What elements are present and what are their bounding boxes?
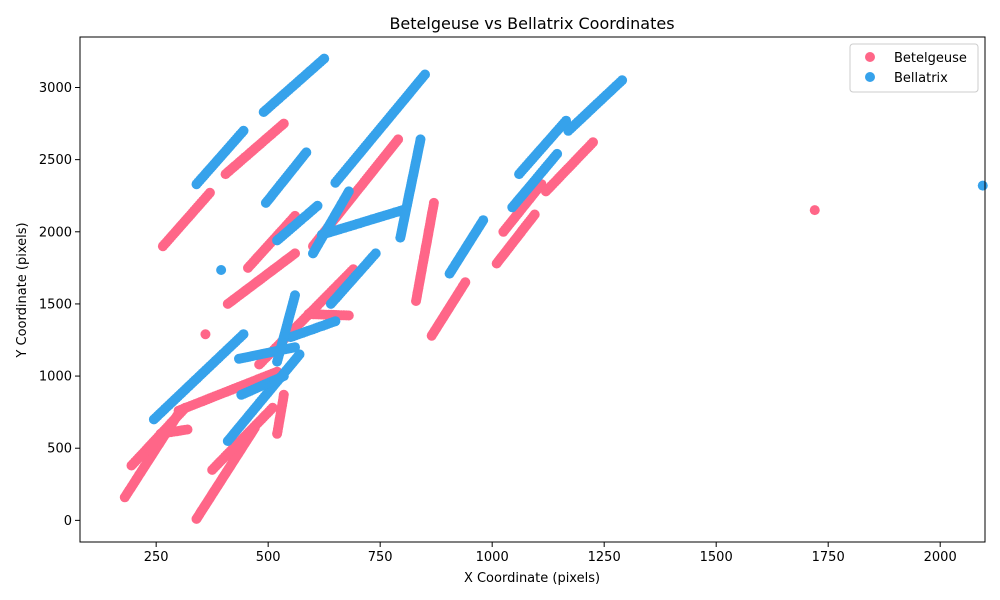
betelgeuse-point [809, 205, 820, 216]
betelgeuse-point [393, 134, 404, 145]
bellatrix-point [290, 342, 300, 353]
legend-label-betelgeuse: Betelgeuse [894, 51, 967, 66]
betelgeuse-point [428, 197, 439, 208]
betelgeuse-point [460, 277, 471, 288]
x-tick-label: 1500 [700, 550, 733, 565]
bellatrix-point [238, 125, 249, 136]
legend-box [849, 43, 979, 93]
bellatrix-point [552, 148, 563, 159]
y-tick-label: 1500 [39, 297, 72, 312]
betelgeuse-point [343, 310, 354, 321]
bellatrix-point [561, 115, 572, 126]
bellatrix-point [370, 248, 381, 259]
legend-marker-bellatrix [865, 72, 875, 82]
bellatrix-point [216, 265, 227, 276]
betelgeuse-point [267, 402, 278, 413]
betelgeuse-point [588, 137, 598, 148]
bellatrix-point [278, 371, 289, 382]
y-tick-label: 2000 [39, 225, 72, 240]
x-tick-label: 1000 [476, 550, 509, 565]
y-tick-label: 500 [47, 442, 72, 457]
x-tick-label: 1750 [812, 550, 845, 565]
betelgeuse-point [278, 118, 289, 129]
bellatrix-point [415, 134, 426, 145]
bellatrix-point [301, 147, 312, 158]
data-points [119, 53, 988, 524]
bellatrix-point [617, 75, 628, 86]
betelgeuse-point [529, 209, 540, 220]
bellatrix-point [343, 186, 354, 197]
plot-frame [79, 36, 986, 543]
bellatrix-point [478, 215, 489, 226]
betelgeuse-point [204, 187, 215, 198]
betelgeuse-point [278, 389, 289, 400]
bellatrix-point [294, 349, 305, 360]
bellatrix-point [319, 53, 330, 64]
legend: Betelgeuse Bellatrix [849, 43, 979, 93]
y-tick-label: 3000 [39, 81, 72, 96]
bellatrix-point [238, 329, 249, 340]
x-tick-label: 750 [368, 550, 393, 565]
legend-marker-betelgeuse [865, 52, 875, 62]
y-tick-label: 0 [64, 514, 72, 529]
x-tick-label: 250 [144, 550, 169, 565]
y-tick-label: 1000 [39, 370, 72, 385]
chart-title: Betelgeuse vs Bellatrix Coordinates [389, 14, 674, 33]
x-tick-label: 1250 [588, 550, 621, 565]
betelgeuse-point [290, 248, 300, 259]
x-tick-label: 2000 [924, 550, 957, 565]
betelgeuse-point [182, 424, 193, 435]
legend-label-bellatrix: Bellatrix [894, 71, 948, 86]
axis-ticks: 250 500 750 1000 1250 1500 1750 2000 0 500 1000 150… [39, 81, 957, 565]
bellatrix-point [312, 200, 323, 211]
bellatrix-point [420, 69, 430, 80]
x-tick-label: 500 [256, 550, 281, 565]
x-axis-label: X Coordinate (pixels) [464, 571, 600, 586]
betelgeuse-point [200, 329, 211, 340]
bellatrix-point [977, 180, 988, 191]
y-axis-label: Y Coordinate (pixels) [15, 222, 30, 358]
y-tick-label: 2500 [39, 153, 72, 168]
bellatrix-point [330, 316, 341, 327]
bellatrix-point [290, 290, 300, 301]
